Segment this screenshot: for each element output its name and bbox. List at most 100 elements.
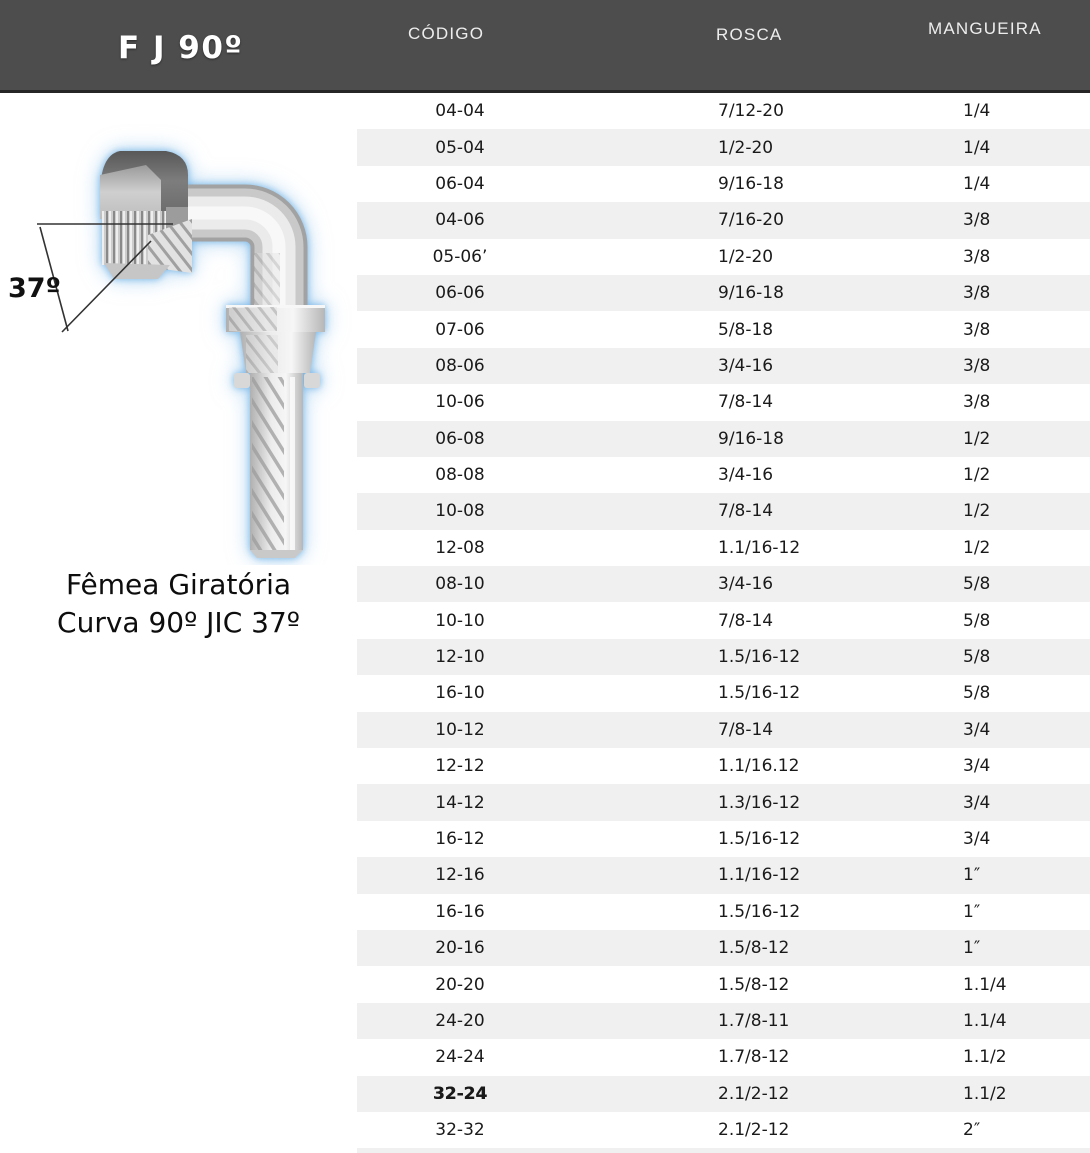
mangueira-cell: 5/8 bbox=[963, 610, 991, 631]
table-row: 07-06 5/8-18 3/8 bbox=[357, 311, 1090, 347]
rosca-cell: 3/4-16 bbox=[718, 465, 774, 486]
mangueira-cell: 1/4 bbox=[963, 101, 991, 122]
codigo-cell: 12-16 bbox=[435, 865, 485, 886]
codigo-cell: 08-06 bbox=[435, 355, 485, 376]
rosca-cell: 1.5/8-12 bbox=[718, 938, 790, 959]
table-row: 32-24 2.1/2-12 1.1/2 bbox=[357, 1075, 1090, 1112]
table-row: 10-10 7/8-14 5/8 bbox=[357, 602, 1090, 638]
mangueira-cell: 5/8 bbox=[963, 647, 991, 668]
codigo-cell: 20-16 bbox=[435, 938, 485, 959]
rosca-cell: 1.5/16-12 bbox=[718, 901, 801, 922]
rosca-cell: 1/2-20 bbox=[718, 246, 774, 267]
codigo-cell: 12-12 bbox=[435, 756, 485, 777]
table-row: 20-16 1.5/8-12 1″ bbox=[357, 929, 1090, 967]
rosca-cell: 1.3/16-12 bbox=[718, 792, 801, 813]
codigo-cell: 10-10 bbox=[435, 610, 485, 631]
codigo-cell: 05-04 bbox=[435, 137, 485, 158]
rosca-cell: 1.5/16-12 bbox=[718, 683, 801, 704]
table-row: 12-10 1.5/16-12 5/8 bbox=[357, 638, 1090, 676]
mangueira-cell: 3/8 bbox=[963, 283, 991, 304]
rosca-cell: 1/2-20 bbox=[718, 137, 774, 158]
cropped-next-row bbox=[357, 1148, 1090, 1153]
table-row: 06-04 9/16-18 1/4 bbox=[357, 166, 1090, 202]
mangueira-cell: 1″ bbox=[963, 938, 981, 959]
table-row: 10-06 7/8-14 3/8 bbox=[357, 384, 1090, 420]
codigo-cell: 06-08 bbox=[435, 428, 485, 449]
mangueira-cell: 1.1/2 bbox=[963, 1047, 1007, 1068]
rosca-cell: 5/8-18 bbox=[718, 319, 774, 340]
codigo-cell: 04-04 bbox=[435, 101, 485, 122]
codigo-cell: 24-20 bbox=[435, 1010, 485, 1031]
codigo-cell: 12-10 bbox=[435, 647, 485, 668]
codigo-cell: 20-20 bbox=[435, 974, 485, 995]
table-row: 08-08 3/4-16 1/2 bbox=[357, 457, 1090, 493]
mangueira-cell: 3/8 bbox=[963, 392, 991, 413]
mangueira-cell: 3/4 bbox=[963, 719, 991, 740]
rosca-cell: 7/16-20 bbox=[718, 210, 784, 231]
rosca-cell: 2.1/2-12 bbox=[718, 1083, 790, 1104]
table-row: 20-20 1.5/8-12 1.1/4 bbox=[357, 966, 1090, 1002]
header-bar: F J 90º CÓDIGO ROSCA MANGUEIRA bbox=[0, 0, 1090, 93]
codigo-cell: 08-10 bbox=[435, 574, 485, 595]
rosca-cell: 7/8-14 bbox=[718, 610, 774, 631]
codigo-cell: 08-08 bbox=[435, 465, 485, 486]
mangueira-cell: 1/2 bbox=[963, 501, 991, 522]
table-row: 16-12 1.5/16-12 3/4 bbox=[357, 821, 1090, 857]
mangueira-cell: 3/8 bbox=[963, 319, 991, 340]
table-row: 06-06 9/16-18 3/8 bbox=[357, 274, 1090, 312]
page-title: F J 90º bbox=[118, 30, 244, 66]
rosca-cell: 1.1/16-12 bbox=[718, 537, 801, 558]
table-row: 16-10 1.5/16-12 5/8 bbox=[357, 675, 1090, 711]
rosca-cell: 1.1/16.12 bbox=[718, 756, 800, 777]
table-row: 12-16 1.1/16-12 1″ bbox=[357, 857, 1090, 894]
codigo-cell: 32-24 bbox=[432, 1083, 488, 1104]
mangueira-cell: 1/4 bbox=[963, 137, 991, 158]
mangueira-cell: 3/8 bbox=[963, 355, 991, 376]
mangueira-cell: 1/4 bbox=[963, 173, 991, 194]
rosca-cell: 9/16-18 bbox=[718, 283, 784, 304]
mangueira-cell: 1/2 bbox=[963, 465, 991, 486]
codigo-cell: 10-08 bbox=[435, 501, 485, 522]
fitting-body bbox=[100, 151, 325, 558]
column-header-rosca: ROSCA bbox=[716, 25, 783, 44]
table-row: 05-04 1/2-20 1/4 bbox=[357, 129, 1090, 166]
rosca-cell: 2.1/2-12 bbox=[718, 1120, 790, 1141]
table-row: 10-12 7/8-14 3/4 bbox=[357, 711, 1090, 749]
codigo-cell: 10-12 bbox=[435, 719, 485, 740]
angle-37-label: 37º bbox=[8, 273, 61, 304]
table-row: 04-06 7/16-20 3/8 bbox=[357, 202, 1090, 239]
codigo-cell: 05-06’ bbox=[432, 246, 488, 267]
mangueira-cell: 1.1/2 bbox=[963, 1083, 1007, 1104]
caption-line-1: Fêmea Giratória bbox=[65, 568, 292, 601]
rosca-cell: 7/12-20 bbox=[718, 101, 784, 122]
codigo-cell: 16-12 bbox=[435, 829, 485, 849]
mangueira-cell: 3/4 bbox=[963, 756, 991, 777]
table-row: 24-24 1.7/8-12 1.1/2 bbox=[357, 1039, 1090, 1075]
table-row: 04-04 7/12-20 1/4 bbox=[357, 93, 1090, 129]
column-header-codigo: CÓDIGO bbox=[408, 24, 485, 43]
spec-table-body: 04-04 7/12-20 1/4 05-04 1/2-20 1/4 06-04 9/16-1… bbox=[357, 93, 1090, 1153]
product-caption: Fêmea Giratória Curva 90º JIC 37º bbox=[0, 566, 357, 642]
codigo-cell: 24-24 bbox=[435, 1047, 485, 1068]
codigo-cell: 16-10 bbox=[435, 683, 485, 704]
rosca-cell: 9/16-18 bbox=[718, 173, 784, 194]
rosca-cell: 7/8-14 bbox=[718, 719, 774, 740]
table-row: 08-06 3/4-16 3/8 bbox=[357, 347, 1090, 385]
table-row: 16-16 1.5/16-12 1″ bbox=[357, 894, 1090, 930]
product-illustration: 37º bbox=[0, 95, 360, 565]
mangueira-cell: 1/2 bbox=[963, 537, 991, 558]
table-row: 06-08 9/16-18 1/2 bbox=[357, 420, 1090, 457]
codigo-cell: 06-06 bbox=[435, 283, 485, 304]
mangueira-cell: 3/8 bbox=[963, 246, 991, 267]
table-row: 12-12 1.1/16.12 3/4 bbox=[357, 748, 1090, 784]
codigo-cell: 06-04 bbox=[435, 173, 485, 194]
rosca-cell: 1.7/8-11 bbox=[718, 1010, 790, 1031]
mangueira-cell: 2″ bbox=[963, 1120, 981, 1141]
table-row: 32-32 2.1/2-12 2″ bbox=[357, 1112, 1090, 1148]
table-row: 12-08 1.1/16-12 1/2 bbox=[357, 530, 1090, 566]
rosca-cell: 7/8-14 bbox=[718, 501, 774, 522]
codigo-cell: 10-06 bbox=[435, 392, 485, 413]
angle-annotation: 37º bbox=[8, 223, 173, 333]
codigo-cell: 12-08 bbox=[435, 537, 485, 558]
rosca-cell: 1.7/8-12 bbox=[718, 1047, 790, 1068]
